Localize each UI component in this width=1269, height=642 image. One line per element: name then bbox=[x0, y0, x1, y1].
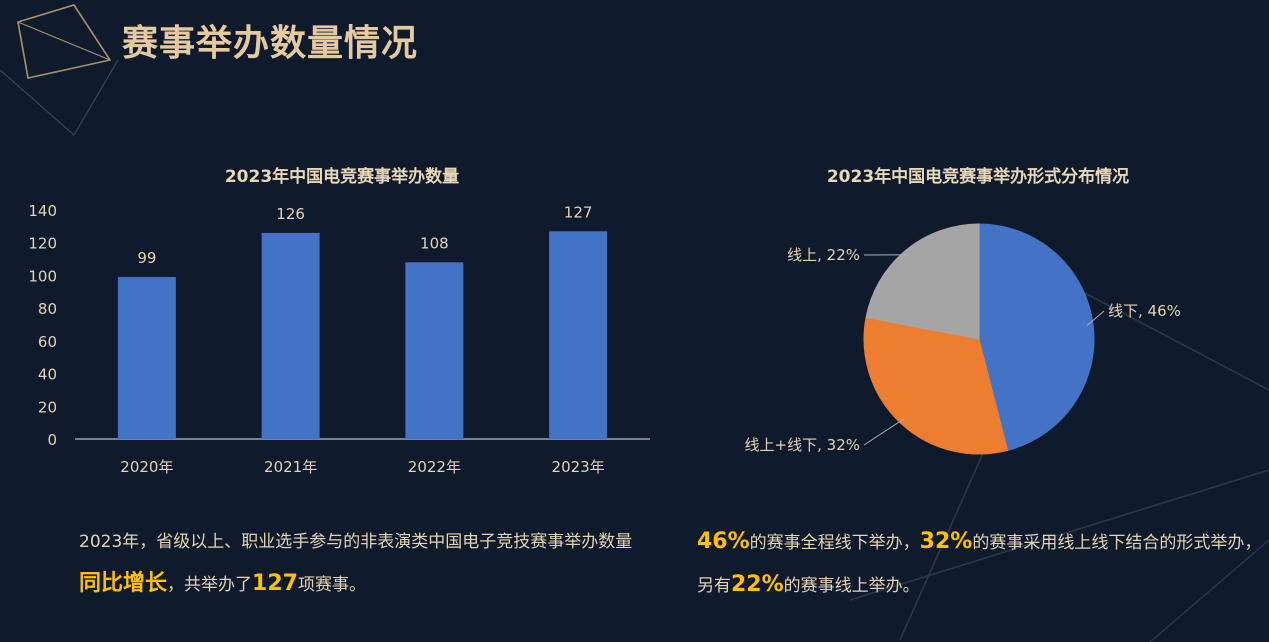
y-tick-label: 0 bbox=[47, 431, 57, 449]
y-tick-label: 20 bbox=[38, 398, 57, 416]
pie-slice bbox=[863, 316, 1009, 455]
x-tick-label: 2023年 bbox=[552, 458, 605, 476]
pie-leader-line bbox=[863, 418, 905, 446]
y-tick-label: 80 bbox=[38, 300, 57, 318]
x-tick-label: 2022年 bbox=[408, 458, 461, 476]
y-tick-label: 40 bbox=[38, 366, 57, 384]
bar-caption-highlight-growth: 同比增长 bbox=[79, 571, 168, 596]
logo-line bbox=[17, 21, 111, 61]
bar-chart-title: 2023年中国电竞赛事举办数量 bbox=[224, 167, 460, 187]
bar bbox=[117, 277, 176, 439]
bar-caption: 2023年，省级以上、职业选手参与的非表演类中国电子竞技赛事举办数量同比增长，共… bbox=[79, 521, 639, 606]
pie-caption-text-3: 的赛事线上举办。 bbox=[783, 576, 920, 596]
pie-leader-line bbox=[1087, 310, 1105, 326]
data-label: 99 bbox=[137, 249, 156, 267]
y-tick-label: 140 bbox=[28, 202, 57, 220]
pie-caption-text-1: 的赛事全程线下举办， bbox=[749, 533, 920, 553]
x-tick-label: 2020年 bbox=[120, 458, 173, 476]
page-title: 赛事举办数量情况 bbox=[122, 23, 419, 64]
deco-line-1 bbox=[0, 59, 119, 136]
pie-chart: 线下, 46% 线上+线下, 32% 线上, 22% bbox=[745, 223, 1181, 455]
pie-caption-highlight-offline: 46% bbox=[697, 529, 750, 554]
y-tick-label: 100 bbox=[28, 267, 57, 285]
pie-caption-highlight-mixed: 32% bbox=[919, 529, 973, 554]
deco-line-3 bbox=[849, 469, 1269, 601]
bar-caption-text-2: ，共举办了 bbox=[167, 575, 253, 595]
deco-line-4 bbox=[1149, 539, 1269, 642]
bar bbox=[549, 231, 608, 439]
bar bbox=[405, 262, 464, 439]
pie-slice bbox=[865, 223, 980, 340]
data-label: 127 bbox=[564, 203, 593, 221]
pie-slice-label: 线上+线下, 32% bbox=[745, 436, 860, 454]
y-tick-label: 120 bbox=[28, 235, 57, 253]
y-tick-label: 60 bbox=[38, 333, 57, 351]
bar-caption-text-1: 2023年，省级以上、职业选手参与的非表演类中国电子竞技赛事举办数量 bbox=[79, 532, 633, 552]
pie-caption-text-2: 的赛事采用线上线下结合的形式举办，另有 bbox=[697, 533, 1262, 596]
pie-slice bbox=[978, 223, 1095, 451]
bar-caption-text-3: 项赛事。 bbox=[297, 575, 366, 595]
data-label: 126 bbox=[276, 205, 305, 223]
bar-caption-highlight-count: 127 bbox=[252, 571, 298, 596]
pie-caption: 46%的赛事全程线下举办，32%的赛事采用线上线下结合的形式举办，另有22%的赛… bbox=[697, 521, 1262, 607]
data-label: 108 bbox=[420, 234, 449, 252]
pie-chart-title: 2023年中国电竞赛事举办形式分布情况 bbox=[826, 167, 1130, 187]
pie-slice-label: 线下, 46% bbox=[1108, 302, 1181, 320]
bar-chart: 0 20 40 60 80 100 120 140 99 2020年 126 2021年 108 2022… bbox=[28, 202, 650, 476]
bar bbox=[261, 232, 320, 439]
x-tick-label: 2021年 bbox=[264, 458, 317, 476]
pie-caption-highlight-online: 22% bbox=[731, 572, 784, 597]
pie-slice-label: 线上, 22% bbox=[787, 246, 860, 264]
